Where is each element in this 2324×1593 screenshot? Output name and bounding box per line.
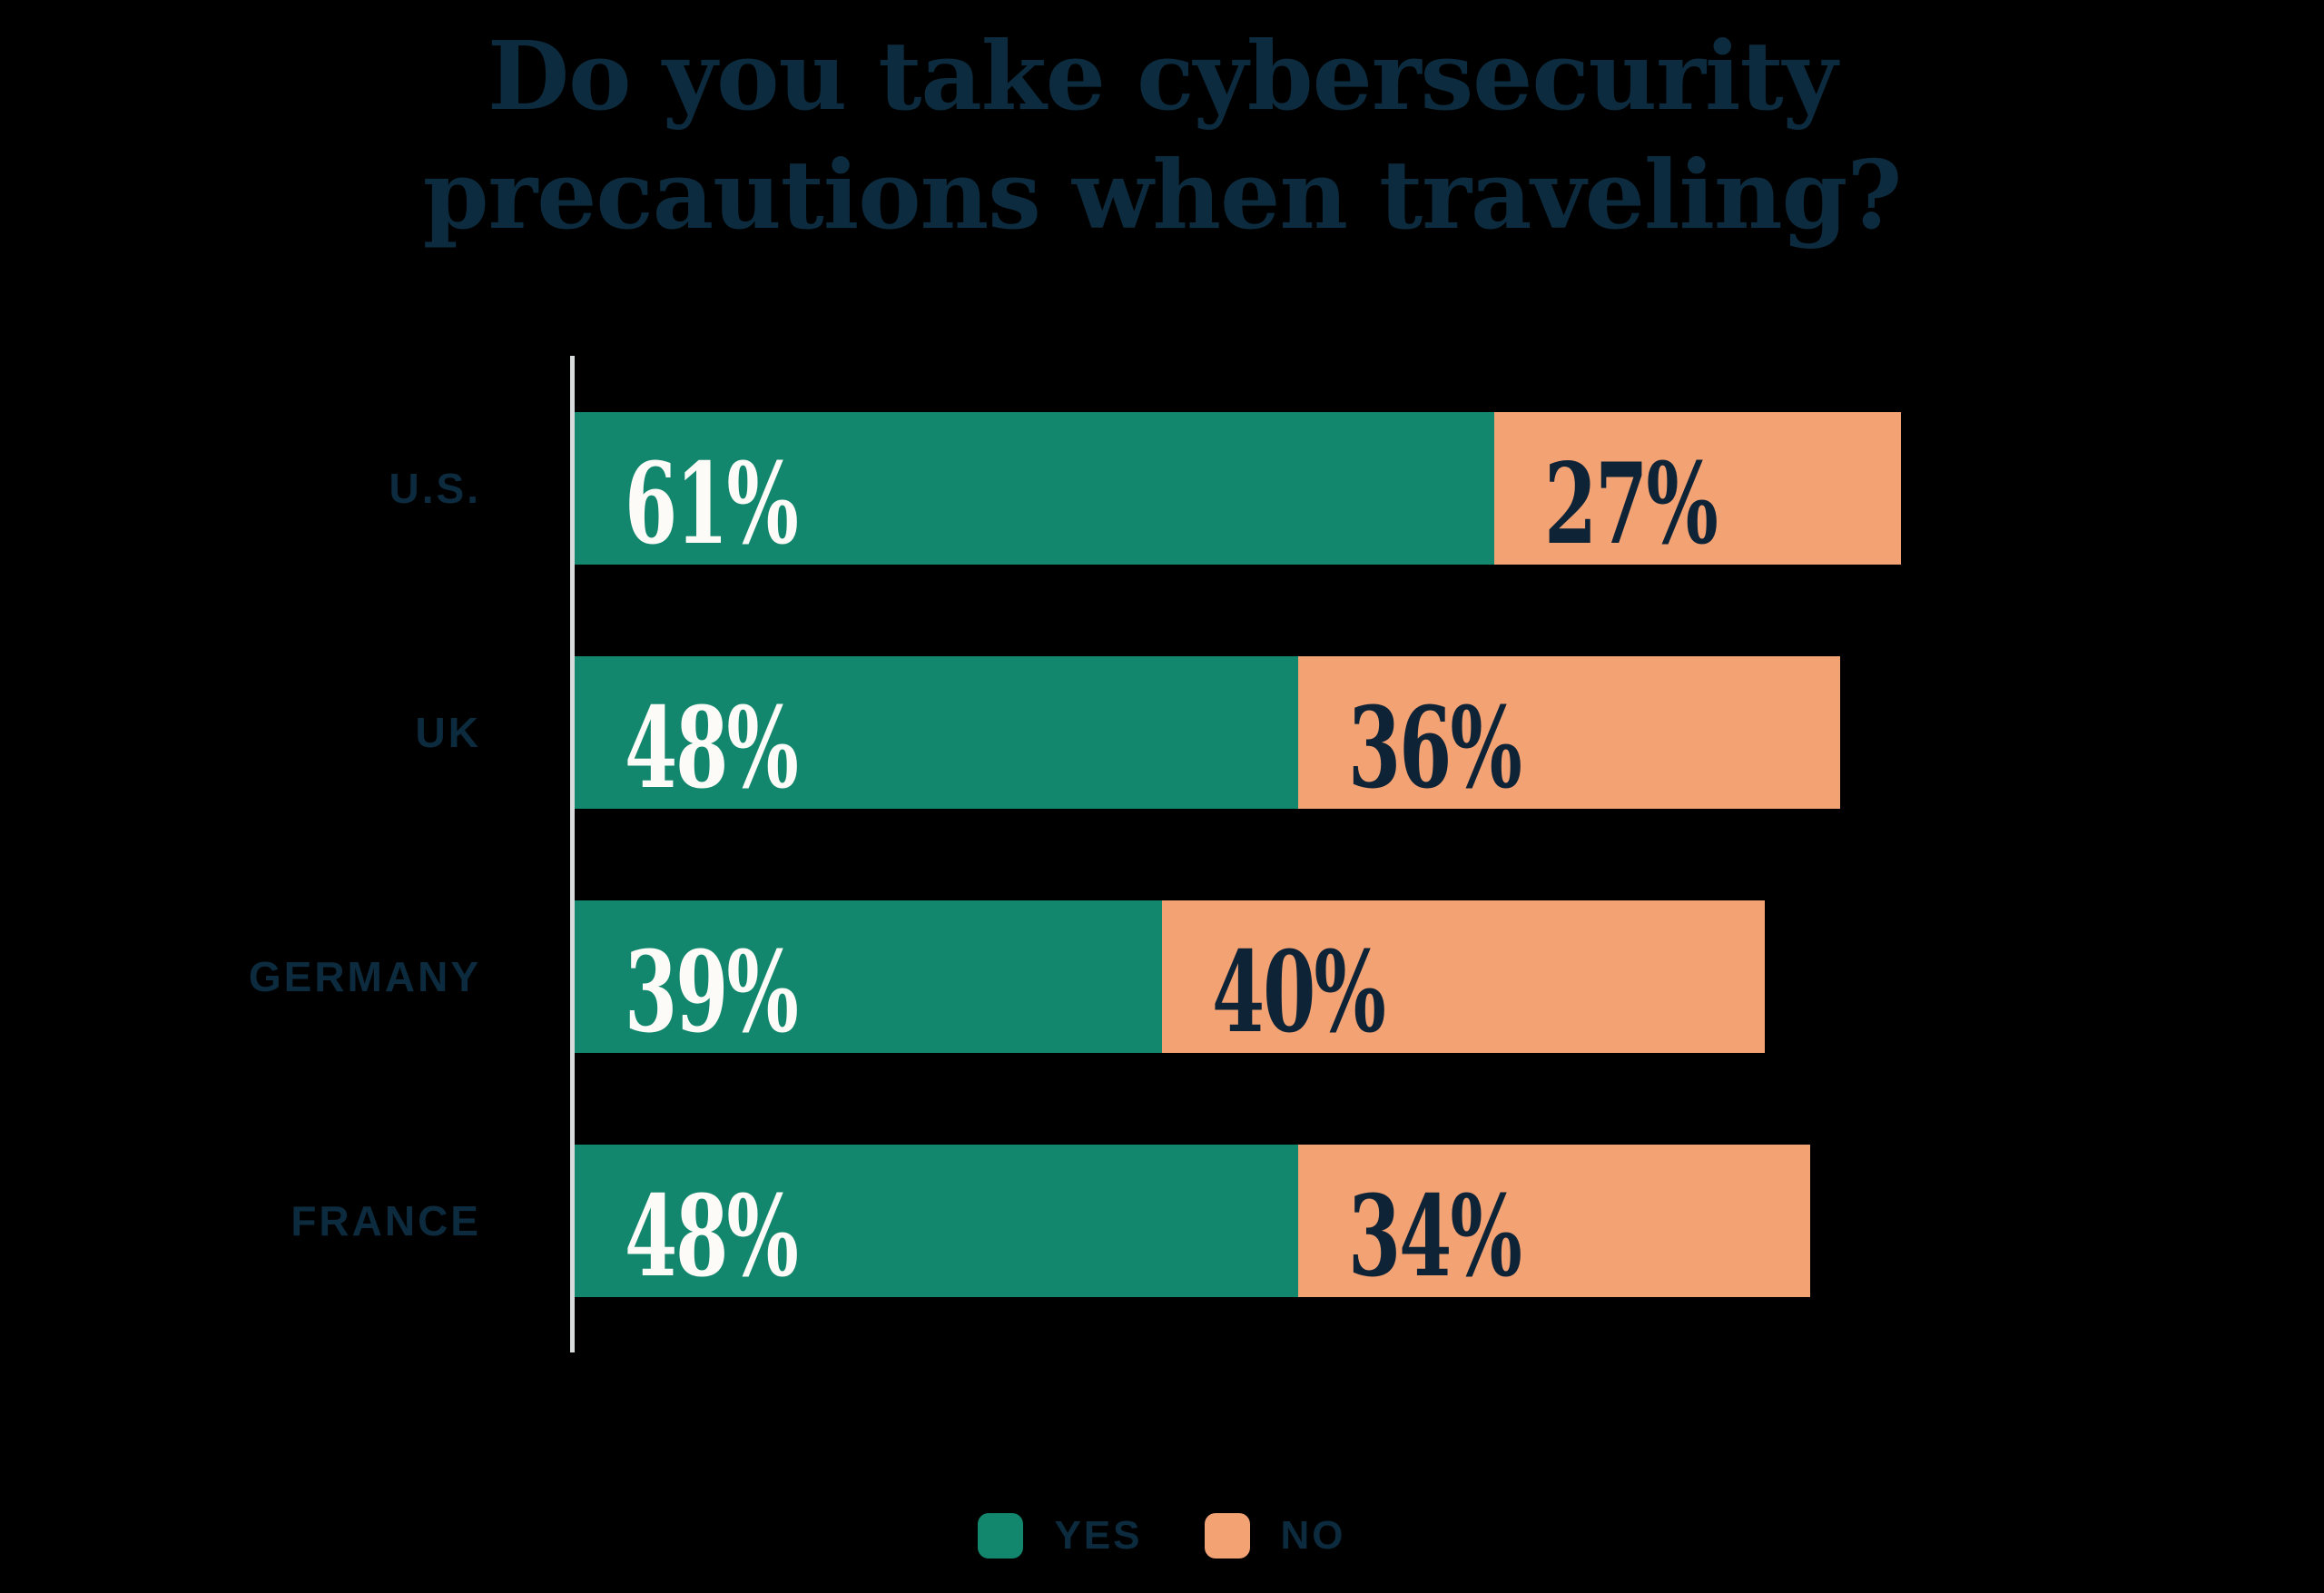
value-label-france-no: 34% [1347, 1171, 1522, 1297]
value-label-france-yes: 48% [625, 1171, 799, 1297]
bar-segment-germany-yes: 39% [575, 900, 1163, 1053]
stacked-bar-france: 48% 34% [575, 1145, 2082, 1297]
bar-segment-uk-no: 36% [1297, 656, 1841, 809]
legend-item-no: NO [1204, 1513, 1346, 1559]
chart-title: Do you take cybersecurity precautions wh… [422, 20, 1903, 251]
bar-segment-us-no: 27% [1493, 412, 1901, 565]
stacked-bar-germany: 39% 40% [575, 900, 2082, 1053]
legend-label-no: NO [1280, 1513, 1346, 1558]
value-label-germany-no: 40% [1212, 927, 1386, 1053]
legend-swatch-yes [978, 1513, 1024, 1559]
legend-item-yes: YES [978, 1513, 1142, 1559]
stacked-bar-uk: 48% 36% [575, 656, 2082, 809]
bar-row-uk: UK 48% 36% [0, 656, 2324, 809]
bar-segment-france-no: 34% [1297, 1145, 1811, 1297]
legend: YES NO [0, 1513, 2324, 1559]
value-label-uk-yes: 48% [625, 683, 799, 809]
legend-label-yes: YES [1054, 1513, 1143, 1558]
category-label-germany: GERMANY [248, 953, 481, 1000]
bar-row-us: U.S. 61% 27% [0, 412, 2324, 565]
bar-segment-germany-no: 40% [1162, 900, 1766, 1053]
value-label-uk-no: 36% [1347, 683, 1522, 809]
category-label-us: U.S. [389, 465, 481, 512]
category-label-france: FRANCE [290, 1197, 481, 1244]
bar-row-germany: GERMANY 39% 40% [0, 900, 2324, 1053]
bar-segment-uk-yes: 48% [575, 656, 1298, 809]
value-label-us-yes: 61% [625, 438, 799, 565]
bar-row-france: FRANCE 48% 34% [0, 1145, 2324, 1297]
bar-segment-us-yes: 61% [575, 412, 1494, 565]
stacked-bar-us: 61% 27% [575, 412, 2082, 565]
value-label-us-no: 27% [1543, 438, 1718, 565]
value-label-germany-yes: 39% [625, 927, 799, 1053]
category-label-uk: UK [415, 709, 481, 756]
legend-swatch-no [1204, 1513, 1250, 1559]
y-axis-line [570, 356, 575, 1352]
bar-segment-france-yes: 48% [575, 1145, 1298, 1297]
